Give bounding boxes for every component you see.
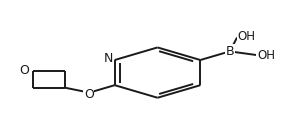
Text: O: O — [84, 88, 94, 101]
Text: OH: OH — [257, 49, 275, 62]
Text: OH: OH — [237, 30, 255, 43]
Text: B: B — [225, 45, 234, 58]
Text: N: N — [104, 52, 113, 65]
Text: O: O — [20, 64, 30, 77]
